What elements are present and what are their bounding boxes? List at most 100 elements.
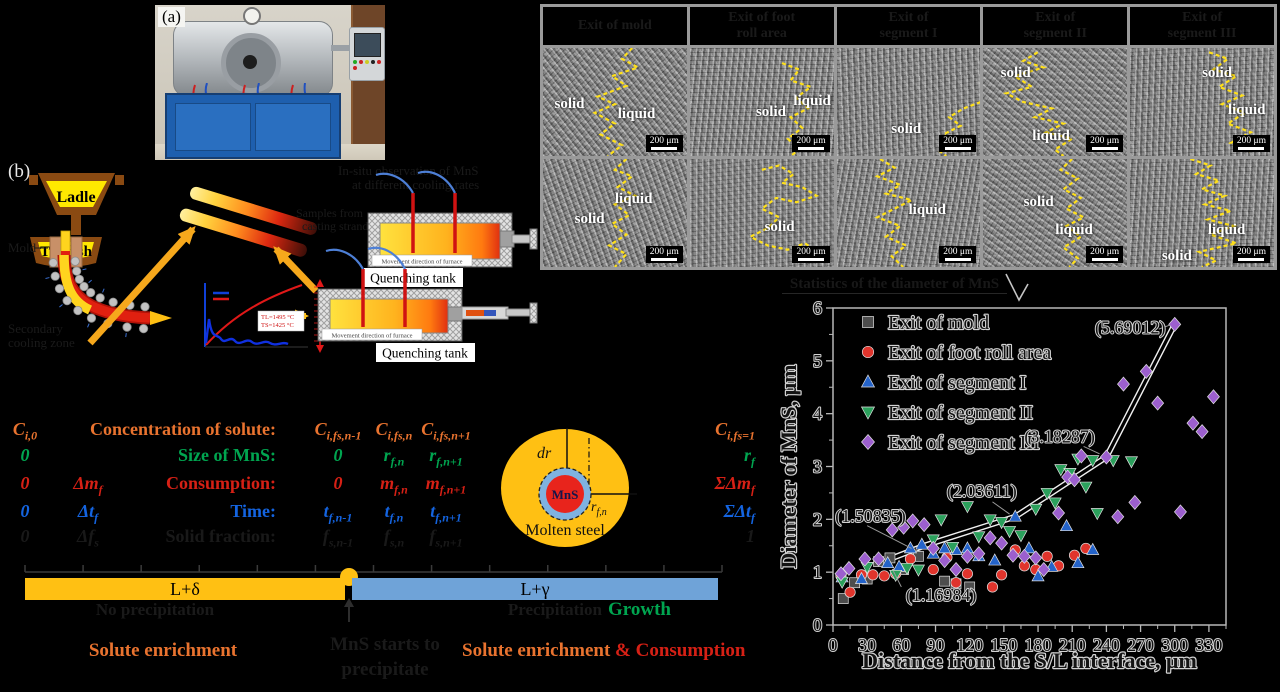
scatter-point [1079,481,1093,494]
table-sum-value: rf [743,445,755,469]
table-step-value: Ci,fs,n-1 [314,419,362,443]
y-tick-label: 2 [813,509,822,529]
roller [74,274,85,284]
scatter-point [995,517,1009,530]
x-tick-label: 270 [1127,635,1154,655]
quench-lower-label: Quenching tank [382,346,468,361]
table-step-value: 0 [333,473,343,493]
hot-bar-1 [190,186,318,235]
scatter-point [1029,503,1043,516]
annotation-label: (5.69012) [1095,317,1166,338]
table-delta-value: Δfs [77,526,99,550]
table-initial-value: Ci,0 [12,419,38,443]
table-step-value: Ci,fs,n+1 [421,419,471,443]
scatter-point [1151,395,1165,411]
liquid-label: liquid [1227,102,1266,118]
legend-label: Exit of segment III [888,432,1040,454]
scatter-point [972,531,986,544]
micrograph-cell: solid liquid 200 μm [689,48,834,156]
scatter-point [885,522,899,538]
scale-bar: 200 μm [1232,245,1270,263]
cooling-curve [204,318,289,346]
table-row-label: Size of MnS: [178,445,276,465]
solute-balance-table: Ci,0 Concentration of solute: Ci,fs,n-1 Ci,… [0,400,770,565]
annotation-label: (1.50835) [835,506,906,527]
furnace-cabinet [165,93,341,159]
scatter-point [837,593,849,604]
scatter-point [939,575,950,587]
roller [62,296,72,306]
liquid-label: liquid [1055,221,1093,238]
x-tick-label: 240 [1093,635,1120,655]
scatter-point [1195,424,1209,440]
table-sum-value: ΣΔtf [723,501,755,525]
dr-label: dr [537,445,552,462]
scatter-point [934,514,948,527]
furnace-photo: (a) [155,5,385,160]
cabinet-panel-left [175,103,251,151]
annotation-label: (3.18287) [1024,427,1095,448]
scatter-point [1031,569,1045,582]
micrograph-grid: Exit of mold Exit of foot roll area Exit of… [540,4,1277,270]
scale-bar: 200 μm [792,245,830,263]
scatter-point [915,537,929,550]
scatter-point [1139,363,1153,379]
annotation-label: (1.16984) [906,585,977,606]
roller [50,271,60,281]
scatter-point [906,513,920,529]
x-tick-label: 150 [990,635,1017,655]
micrograph-cell: solid liquid 200 μm [543,159,687,267]
scatter-point [842,560,856,577]
scale-bar: 200 μm [939,134,977,152]
spray-tick [82,268,87,271]
scatter-point [1124,456,1139,469]
spray-tick [125,332,127,338]
x-tick-label: 0 [829,635,838,655]
scatter-point [858,551,872,567]
solute-enrichment-left: Solute enrichment [88,640,238,661]
sl-interface-line [690,48,834,156]
cabinet-panel-right [255,103,331,151]
cooling-faint-1: Secondary [8,321,63,336]
solid-label: solid [1161,247,1192,264]
tl-label: TL=1495 °C [261,314,294,321]
ladle-label: Ladle [56,189,95,206]
micrograph-header: Exit of foot roll area [689,7,834,45]
sl-interface-line [543,159,687,267]
table-row-label: Time: [230,501,276,521]
scatter-point [964,581,976,593]
x-tick-label: 30 [858,635,876,655]
scatter-point [1048,497,1062,510]
scatter-point [1054,464,1068,477]
furnace-dir-upper: Movement direction of furnace [381,259,462,266]
table-step-value: Ci,fs,n [375,419,413,443]
scale-bar: 200 μm [1086,134,1124,152]
micrograph-header: Exit of segment III [1130,7,1274,45]
roller [73,305,83,316]
obs-faint-2: at different cooling rates [352,177,479,192]
scatter-point [926,540,940,556]
scatter-point [897,519,911,535]
scatter-point [1052,505,1066,521]
scatter-point [1086,455,1100,468]
scatter-point [927,563,939,576]
annotation-leader [992,501,1010,515]
annotation-leader [866,525,912,549]
scatter-point [854,571,869,584]
liquid-label: liquid [908,202,947,219]
micrograph-cell: liquid solid 200 μm [1130,159,1274,267]
solid-label: solid [755,104,786,121]
scatter-point [1059,518,1074,532]
solid-label: solid [1023,193,1054,210]
scatter-point [1002,526,1017,539]
flow-arrow-2 [273,246,319,294]
scatter-point [996,569,1008,581]
scatter-point [1008,509,1022,522]
roller [70,256,80,266]
y-tick-label: 6 [813,298,822,318]
mns-diameter-chart: 0 30 60 90 120 150 180 210 240 270 300 330 0 1 2 3 4 5 6 Di… [780,297,1227,674]
table-step-value: fs,n [383,526,405,550]
scale-bar: 200 μm [645,245,683,263]
scatter-point [938,541,952,554]
scatter-point [1040,488,1054,501]
